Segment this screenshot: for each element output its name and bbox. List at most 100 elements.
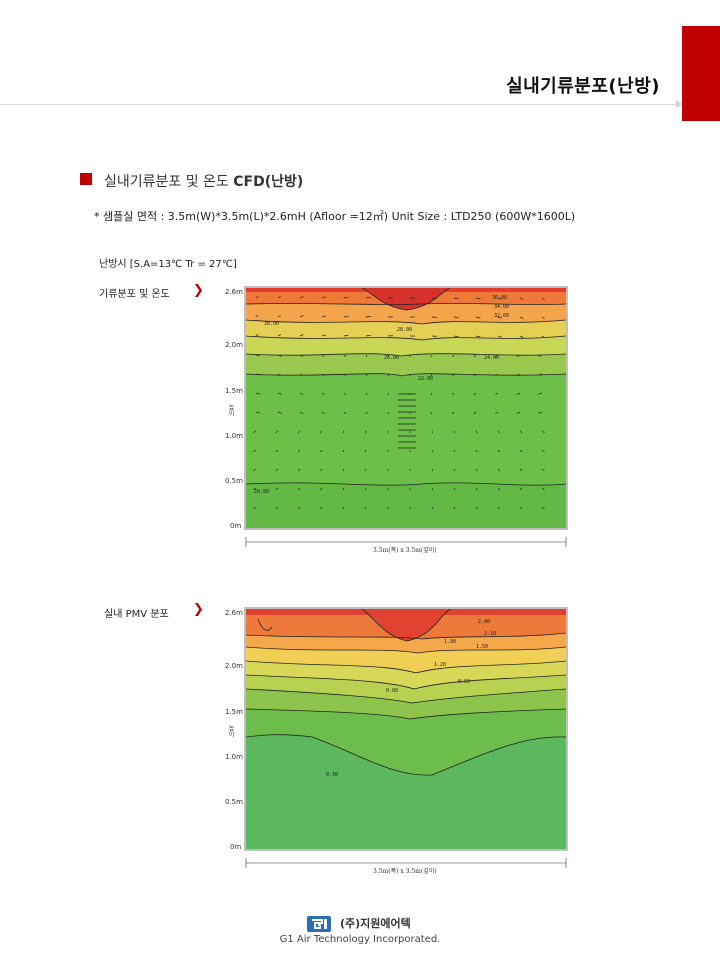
flow-vector — [541, 316, 545, 319]
y-tick: 0.5m — [225, 477, 243, 485]
flow-vector — [541, 449, 545, 453]
flow-vector — [253, 468, 257, 471]
flow-vector — [275, 487, 279, 491]
contour-label: 1.90 — [444, 639, 456, 645]
flow-vector — [495, 373, 499, 376]
flow-vector — [343, 392, 347, 396]
flow-vector — [365, 297, 371, 299]
flow-vector — [495, 392, 499, 395]
flow-vector — [255, 333, 259, 337]
flow-vector — [320, 468, 323, 472]
g1-logo-icon — [307, 916, 331, 932]
flow-vector — [430, 354, 433, 358]
flow-vector — [473, 373, 477, 377]
flow-vector — [497, 506, 500, 510]
chart-label-airflow: 기류분포 및 온도 — [99, 289, 170, 300]
flow-vector — [297, 506, 301, 510]
flow-vector — [516, 373, 521, 376]
contour-label: 32.00 — [494, 313, 509, 319]
footer-company-en: G1 Air Technology Incorporated. — [279, 934, 441, 945]
flow-vector — [297, 430, 301, 434]
sample-room-spec: * 샘플실 면적 : 3.5m(W)*3.5m(L)*2.6mH (Afloor… — [94, 210, 576, 223]
header-divider — [0, 104, 680, 105]
flow-vector — [299, 411, 304, 414]
contour-label: 2.10 — [484, 631, 496, 637]
flow-vector — [321, 373, 325, 377]
flow-vector — [538, 354, 543, 357]
flow-vector — [343, 373, 347, 377]
flow-vector — [275, 468, 279, 472]
flow-vector — [365, 354, 368, 358]
flow-vector — [342, 449, 345, 453]
flow-vector — [452, 354, 455, 358]
flow-vector — [475, 316, 481, 319]
flow-vector — [321, 354, 325, 358]
flow-vector — [277, 315, 282, 318]
flow-vector — [519, 487, 523, 491]
flow-vector — [253, 506, 257, 509]
pmv-plot: 2.40 2.10 1.90 1.50 1.20 0.80 0.60 0.30 — [244, 607, 568, 868]
footer-company-ko: (주)지원에어텍 — [340, 917, 411, 930]
flow-vector — [497, 449, 500, 453]
flow-vector — [364, 430, 367, 434]
flow-vector — [365, 411, 368, 415]
y-tick: 0m — [230, 843, 242, 851]
flow-vector — [275, 449, 279, 453]
contour-label: 34.00 — [494, 304, 509, 310]
flow-vector — [299, 392, 304, 395]
flow-vector — [342, 468, 345, 472]
flow-vector — [255, 392, 261, 395]
page-title: 실내기류분포(난방) — [506, 76, 660, 97]
flow-vector — [364, 468, 367, 472]
flow-vector — [364, 506, 367, 510]
flow-vector — [452, 392, 455, 396]
flow-vector — [497, 487, 500, 491]
flow-vector — [277, 392, 282, 395]
flow-vector — [473, 354, 477, 358]
contour-label: 20.00 — [254, 489, 269, 495]
chevron-right-icon: ❯ — [193, 602, 204, 617]
flow-vector — [473, 411, 477, 415]
flow-vector — [519, 449, 523, 453]
flow-vector — [453, 316, 459, 319]
flow-vector — [497, 297, 502, 300]
flow-vector — [516, 411, 521, 414]
flow-vector — [321, 334, 327, 337]
flow-vector — [475, 449, 478, 453]
y-tick: 2.0m — [225, 662, 243, 670]
flow-vector — [387, 373, 389, 377]
y-tick: 2.6m — [225, 288, 243, 296]
flow-vector — [275, 506, 279, 510]
flow-vector — [365, 316, 371, 318]
flow-vector — [277, 373, 282, 376]
flow-vector — [255, 373, 261, 376]
flow-vector — [452, 411, 455, 415]
flow-vector — [299, 373, 304, 376]
flow-vector — [541, 506, 545, 510]
flow-vector — [321, 315, 327, 318]
flow-vector — [299, 296, 304, 299]
flow-vector — [299, 334, 304, 337]
flow-vector — [253, 487, 257, 490]
contour-label: 2.40 — [478, 619, 490, 625]
contour-label: 1.20 — [434, 662, 446, 668]
section-title-cfd: CFD(난방) — [233, 174, 304, 190]
flow-vector — [519, 297, 524, 300]
chart-label-pmv: 실내 PMV 분포 — [104, 609, 169, 620]
flow-vector — [453, 335, 459, 338]
y-tick: 1.0m — [225, 753, 243, 761]
flow-vector — [343, 315, 349, 318]
flow-vector — [453, 430, 456, 434]
flow-vector — [255, 295, 259, 299]
x-dimension-label: 3.5m(폭) x 3.5m(깊이) — [373, 547, 437, 554]
flow-vector — [253, 430, 257, 433]
flow-vector — [365, 373, 368, 377]
flow-vector — [297, 449, 301, 453]
flow-vector — [541, 468, 545, 472]
flow-vector — [277, 411, 282, 414]
y-tick: 1.0m — [225, 432, 243, 440]
flow-vector — [364, 487, 367, 491]
contour-label: 1.50 — [476, 644, 488, 650]
section-title-ko: 실내기류분포 및 온도 — [104, 174, 229, 190]
y-tick: 1.5m — [225, 708, 243, 716]
